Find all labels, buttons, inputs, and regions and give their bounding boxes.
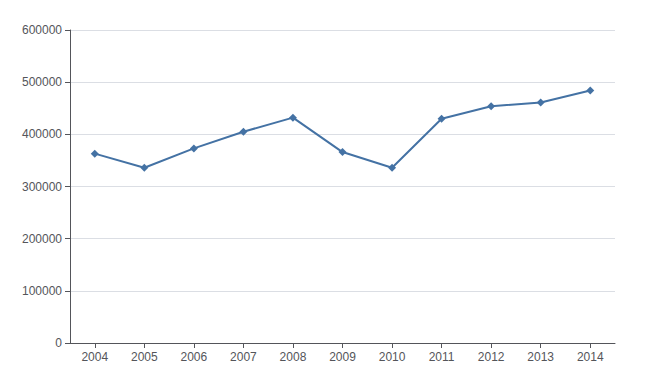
svg-text:100000: 100000	[22, 284, 62, 298]
svg-text:300000: 300000	[22, 180, 62, 194]
svg-text:500000: 500000	[22, 75, 62, 89]
svg-text:2007: 2007	[230, 350, 257, 364]
svg-text:0: 0	[55, 336, 62, 350]
svg-text:2006: 2006	[181, 350, 208, 364]
svg-text:2012: 2012	[478, 350, 505, 364]
svg-text:400000: 400000	[22, 127, 62, 141]
svg-text:2010: 2010	[379, 350, 406, 364]
svg-text:2004: 2004	[81, 350, 108, 364]
svg-text:2005: 2005	[131, 350, 158, 364]
svg-text:2014: 2014	[577, 350, 604, 364]
svg-text:600000: 600000	[22, 23, 62, 37]
svg-text:2011: 2011	[429, 350, 455, 364]
svg-text:2013: 2013	[527, 350, 554, 364]
svg-text:200000: 200000	[22, 232, 62, 246]
svg-text:2008: 2008	[280, 350, 307, 364]
svg-text:2009: 2009	[329, 350, 356, 364]
